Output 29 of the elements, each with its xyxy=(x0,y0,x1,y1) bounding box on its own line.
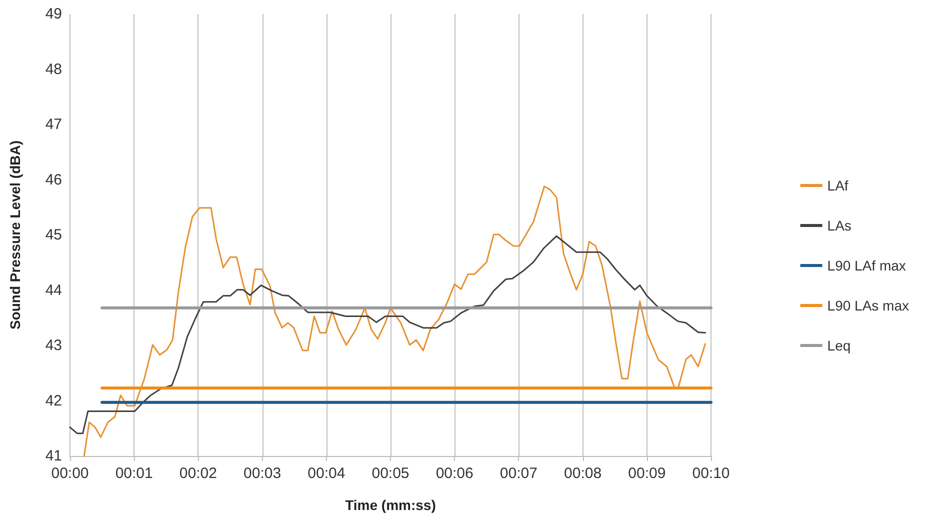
legend-label: LAs xyxy=(827,218,852,234)
legend-label: L90 LAf max xyxy=(827,258,906,274)
x-tick-label: 00:10 xyxy=(692,465,730,482)
y-tick-label: 42 xyxy=(45,392,62,410)
x-tick-label: 00:02 xyxy=(179,465,217,482)
x-tick-label: 00:06 xyxy=(436,465,474,482)
y-axis-title: Sound Pressure Level (dBA) xyxy=(7,140,23,330)
y-tick-label: 43 xyxy=(45,337,62,354)
x-tick-label: 00:09 xyxy=(628,465,666,482)
x-tick-label: 00:07 xyxy=(500,465,538,482)
x-axis-title: Time (mm:ss) xyxy=(345,497,436,513)
line-series xyxy=(83,186,706,457)
y-tick-label: 46 xyxy=(45,171,62,188)
legend-label: Leq xyxy=(827,338,851,354)
x-tick-label: 00:05 xyxy=(372,465,410,482)
y-tick-label: 47 xyxy=(45,116,62,133)
y-tick-label: 41 xyxy=(45,448,62,464)
x-tick-label: 00:08 xyxy=(564,465,602,482)
x-tick-label: 00:03 xyxy=(244,465,282,482)
legend-label: LAf xyxy=(827,178,848,194)
x-tick-label: 00:04 xyxy=(308,465,346,482)
y-tick-label: 48 xyxy=(45,60,62,78)
y-tick-label: 44 xyxy=(45,282,62,299)
legend-label: L90 LAs max xyxy=(827,298,910,314)
x-tick-label: 00:01 xyxy=(115,465,153,482)
y-tick-label: 45 xyxy=(45,226,62,244)
x-tick-label: 00:00 xyxy=(51,465,89,482)
line-series xyxy=(69,235,706,434)
y-tick-label: 49 xyxy=(45,6,62,22)
